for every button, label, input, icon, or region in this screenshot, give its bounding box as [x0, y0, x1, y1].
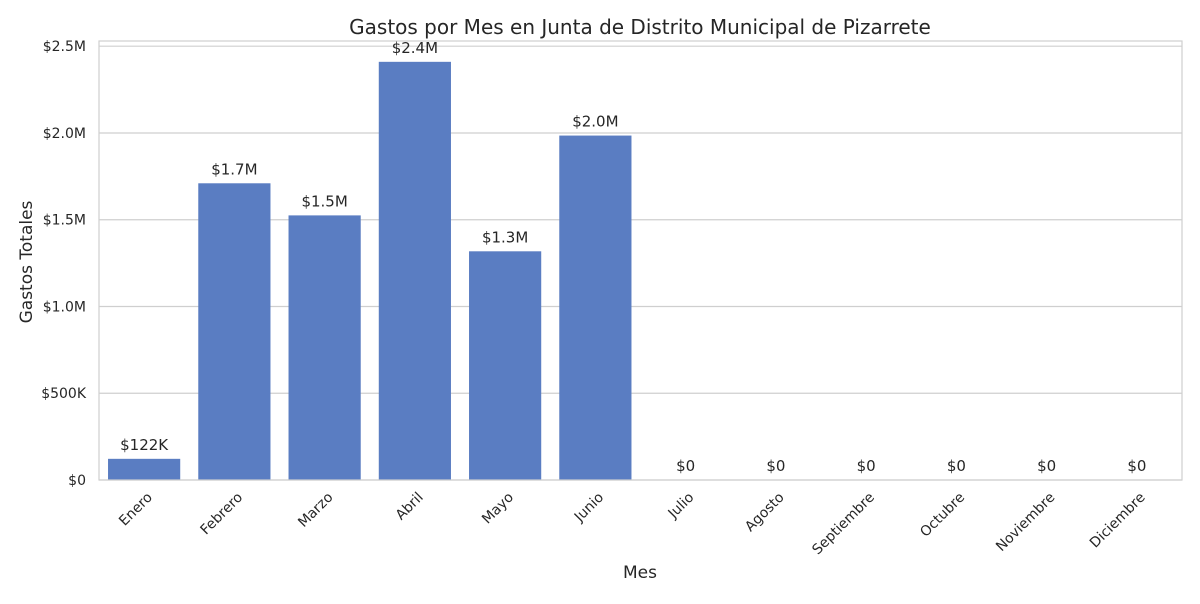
x-axis-label: Mes	[623, 563, 657, 583]
y-tick-label: $1.0M	[43, 299, 86, 315]
bar-value-label: $2.4M	[392, 39, 438, 57]
x-tick-label: Enero	[116, 490, 156, 530]
bar	[469, 251, 542, 480]
x-tick-label: Octubre	[917, 490, 968, 541]
chart-title: Gastos por Mes en Junta de Distrito Muni…	[349, 15, 931, 39]
x-tick-label: Noviembre	[993, 490, 1058, 555]
y-axis-label: Gastos Totales	[17, 200, 37, 323]
bar-value-label: $1.5M	[301, 192, 347, 210]
y-tick-label: $1.5M	[43, 213, 86, 229]
y-tick-label: $2.5M	[43, 39, 86, 55]
x-tick-label: Abril	[393, 490, 427, 524]
bar-value-label: $1.3M	[482, 228, 528, 246]
bar-value-label: $0	[947, 457, 966, 475]
x-tick-label: Junio	[571, 490, 607, 526]
bar	[108, 458, 181, 480]
bar	[288, 215, 361, 480]
x-tick-label: Julio	[665, 490, 698, 523]
bars	[108, 61, 632, 480]
bar-value-label: $2.0M	[572, 113, 618, 131]
x-axis-ticks: Enero Febrero Marzo Abril Mayo Junio Julio Agos…	[116, 490, 1149, 559]
y-axis-ticks: $0 $500K $1.0M $1.5M $2.0M $2.5M	[41, 39, 87, 489]
value-labels: $122K $1.7M $1.5M $2.4M $1.3M $2.0M $0 $0 $0 $0 $0…	[120, 39, 1146, 475]
bar-value-label: $122K	[120, 436, 169, 454]
x-tick-label: Marzo	[295, 490, 336, 531]
bar	[378, 61, 451, 480]
x-tick-label: Mayo	[479, 490, 517, 528]
bar	[198, 183, 271, 480]
x-tick-label: Agosto	[742, 490, 788, 536]
x-tick-label: Diciembre	[1087, 490, 1149, 552]
bar	[559, 135, 632, 480]
plot-frame	[98, 40, 1183, 481]
y-tick-label: $500K	[41, 386, 87, 402]
bar-value-label: $0	[857, 457, 876, 475]
x-tick-label: Febrero	[198, 490, 247, 539]
y-tick-label: $2.0M	[43, 126, 86, 142]
bar-value-label: $0	[766, 457, 785, 475]
bar-value-label: $1.7M	[211, 160, 257, 178]
x-tick-label: Septiembre	[809, 490, 878, 559]
bar-value-label: $0	[676, 457, 695, 475]
bar-value-label: $0	[1037, 457, 1056, 475]
y-tick-label: $0	[68, 473, 86, 489]
bar-value-label: $0	[1127, 457, 1146, 475]
